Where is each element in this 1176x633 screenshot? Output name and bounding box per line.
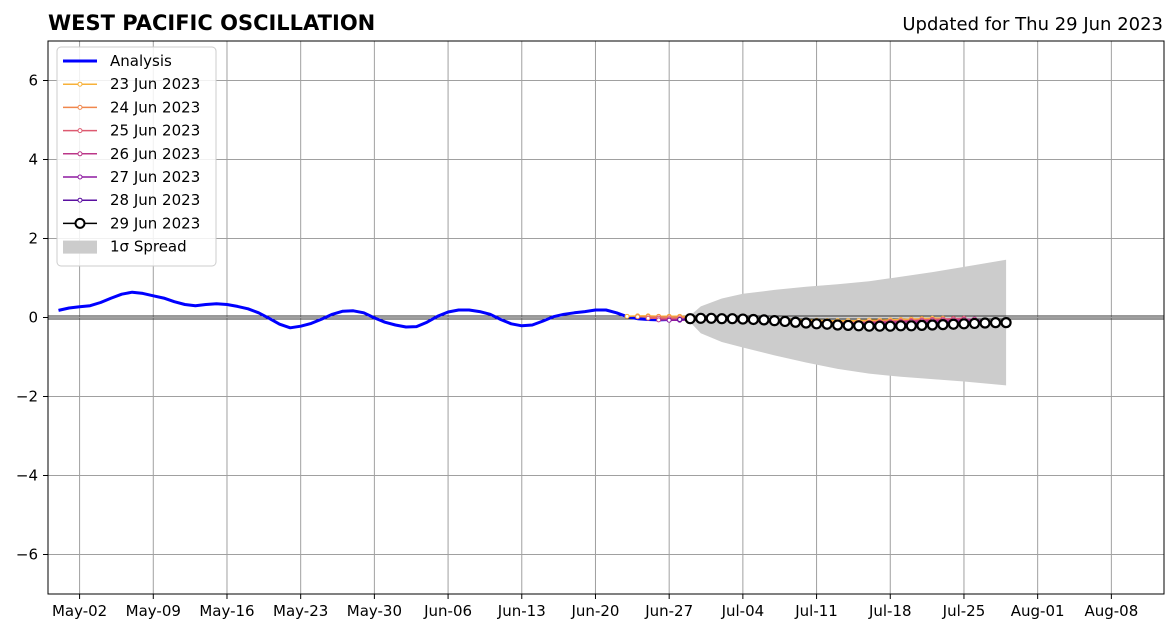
y-tick-label: −2 bbox=[16, 388, 38, 406]
legend-label: 28 Jun 2023 bbox=[110, 191, 200, 209]
y-tick-label: 0 bbox=[28, 309, 38, 327]
legend-label: Analysis bbox=[110, 52, 172, 70]
legend-item: 27 Jun 2023 bbox=[63, 168, 200, 186]
forecast-point bbox=[779, 315, 791, 328]
forecast-point bbox=[968, 317, 981, 330]
legend-label: 1σ Spread bbox=[110, 238, 187, 256]
forecast-point bbox=[895, 320, 907, 332]
forecast-point bbox=[958, 318, 970, 330]
legend-marker bbox=[74, 217, 86, 229]
forecast-point bbox=[737, 313, 749, 325]
x-tick-label: May-02 bbox=[52, 602, 107, 620]
x-tick-label: Jun-06 bbox=[423, 602, 472, 620]
forecast-point bbox=[677, 316, 683, 322]
forecast-point bbox=[821, 318, 833, 330]
forecast-point bbox=[705, 312, 717, 324]
forecast-series bbox=[684, 312, 1012, 332]
forecast-point bbox=[726, 313, 738, 325]
forecast-point bbox=[635, 314, 641, 320]
x-tick-label: Aug-01 bbox=[1011, 602, 1065, 620]
x-tick-label: May-09 bbox=[126, 602, 181, 620]
legend-label: 26 Jun 2023 bbox=[110, 145, 200, 163]
chart-title: WEST PACIFIC OSCILLATION bbox=[48, 11, 375, 35]
legend-box bbox=[56, 46, 217, 267]
forecast-point bbox=[926, 319, 938, 331]
legend-item: 25 Jun 2023 bbox=[63, 122, 200, 140]
forecast-point bbox=[916, 319, 928, 331]
forecast-point bbox=[656, 317, 662, 323]
y-tick-label: 4 bbox=[28, 151, 38, 169]
analysis-line bbox=[58, 290, 691, 330]
forecast-point bbox=[989, 317, 1002, 329]
x-tick-label: Jun-13 bbox=[497, 602, 546, 620]
forecast-point bbox=[905, 320, 917, 332]
x-tick-label: May-30 bbox=[347, 602, 402, 620]
x-tick-label: Jun-27 bbox=[644, 602, 693, 620]
legend-item: 28 Jun 2023 bbox=[63, 191, 200, 209]
legend-marker bbox=[77, 151, 83, 157]
y-tick-label: −4 bbox=[16, 467, 38, 485]
forecast-point bbox=[937, 319, 949, 331]
y-tick-label: 2 bbox=[28, 230, 38, 248]
x-tick-label: May-23 bbox=[273, 602, 328, 620]
series bbox=[58, 290, 1012, 332]
legend-item: 1σ Spread bbox=[63, 238, 187, 256]
forecast-point bbox=[624, 313, 630, 319]
legend: Analysis 23 Jun 2023 24 Jun 2023 25 Jun 202… bbox=[56, 46, 217, 267]
x-tick-label: Jul-04 bbox=[721, 602, 765, 620]
legend-label: 25 Jun 2023 bbox=[110, 122, 200, 140]
y-tick-label: 6 bbox=[28, 72, 38, 90]
legend-item: 26 Jun 2023 bbox=[63, 145, 200, 163]
legend-marker bbox=[77, 197, 83, 203]
forecast-point bbox=[800, 317, 812, 329]
legend-label: 27 Jun 2023 bbox=[110, 168, 200, 186]
forecast-point bbox=[695, 312, 707, 324]
zero-line bbox=[48, 315, 1164, 320]
forecast-point bbox=[979, 317, 991, 329]
legend-marker bbox=[77, 104, 83, 110]
forecast-point bbox=[832, 319, 844, 331]
legend-label: 29 Jun 2023 bbox=[110, 214, 200, 232]
y-tick-label: −6 bbox=[16, 546, 38, 564]
forecast-point bbox=[789, 316, 802, 328]
legend-marker bbox=[77, 174, 83, 180]
legend-label: 23 Jun 2023 bbox=[110, 75, 200, 93]
forecast-point bbox=[645, 315, 651, 321]
legend-label: 24 Jun 2023 bbox=[110, 98, 200, 116]
forecast-point bbox=[684, 313, 696, 325]
forecast-point bbox=[666, 317, 672, 323]
x-tick-label: Jul-18 bbox=[868, 602, 912, 620]
forecast-point bbox=[947, 318, 960, 330]
forecast-point bbox=[1000, 317, 1012, 329]
x-tick-label: Jun-20 bbox=[571, 602, 620, 620]
forecast-point bbox=[874, 320, 886, 332]
forecast-point bbox=[758, 314, 770, 326]
forecast-point bbox=[716, 313, 728, 325]
x-tick-label: Aug-08 bbox=[1084, 602, 1138, 620]
legend-swatch bbox=[63, 240, 97, 254]
forecast-point bbox=[768, 315, 781, 327]
legend-marker bbox=[77, 81, 83, 87]
forecast-point bbox=[747, 313, 759, 326]
forecast-point bbox=[863, 320, 875, 332]
x-axis: May-02 May-09 May-16 May-23 May-30 Jun-06 Jun-… bbox=[52, 594, 1138, 620]
forecast-point bbox=[884, 320, 896, 332]
forecast-point bbox=[810, 318, 823, 330]
updated-date: Updated for Thu 29 Jun 2023 bbox=[902, 14, 1163, 35]
legend-item: 29 Jun 2023 bbox=[63, 214, 200, 232]
legend-item: 23 Jun 2023 bbox=[63, 75, 200, 93]
legend-marker bbox=[77, 128, 83, 134]
y-axis: 6 4 2 0 −2 −4 −6 bbox=[16, 72, 48, 564]
x-tick-label: Jul-11 bbox=[794, 602, 838, 620]
forecast-point bbox=[853, 320, 865, 332]
forecast-point bbox=[842, 319, 854, 331]
legend-item: 24 Jun 2023 bbox=[63, 98, 200, 116]
legend-item: Analysis bbox=[63, 52, 172, 70]
x-tick-label: Jul-25 bbox=[942, 602, 986, 620]
x-tick-label: May-16 bbox=[199, 602, 254, 620]
